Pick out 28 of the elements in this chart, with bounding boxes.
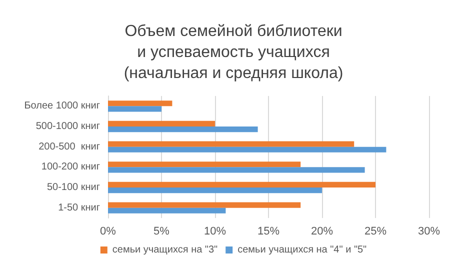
y-tick-label: 100-200 книг <box>41 162 100 173</box>
x-tick-label: 25% <box>364 226 387 238</box>
bar <box>108 167 365 173</box>
y-tick-label: 1-50 книг <box>58 202 100 214</box>
bar <box>108 126 258 132</box>
y-tick-label: Более 1000 книг <box>24 100 100 112</box>
chart-title: Объем семейной библиотеки и успеваемость учащихся (начальная и средняя школа) <box>124 23 344 82</box>
bar <box>108 106 162 112</box>
x-tick-label: 0% <box>100 226 116 238</box>
bar <box>108 141 354 147</box>
bar <box>108 182 376 188</box>
y-tick-label: 500-1000 книг <box>36 121 100 132</box>
x-tick-label: 10% <box>204 226 226 238</box>
bar <box>108 146 386 152</box>
x-tick-label: 15% <box>257 226 280 238</box>
x-tick-label: 5% <box>154 226 170 238</box>
legend-label: семьи учащихся на "3" <box>112 244 218 256</box>
bar <box>108 162 301 168</box>
y-tick-label: 200-500 книг <box>38 141 100 152</box>
bar <box>108 202 301 208</box>
legend-label: семьи учащихся на "4" и "5" <box>238 244 368 256</box>
bar <box>108 120 215 126</box>
y-tick-label: 50-100 книг <box>46 182 100 193</box>
x-tick-label: 30% <box>418 226 440 238</box>
bar <box>108 188 322 194</box>
bar <box>108 208 226 214</box>
x-tick-label: 20% <box>310 226 334 238</box>
bar <box>108 100 172 106</box>
